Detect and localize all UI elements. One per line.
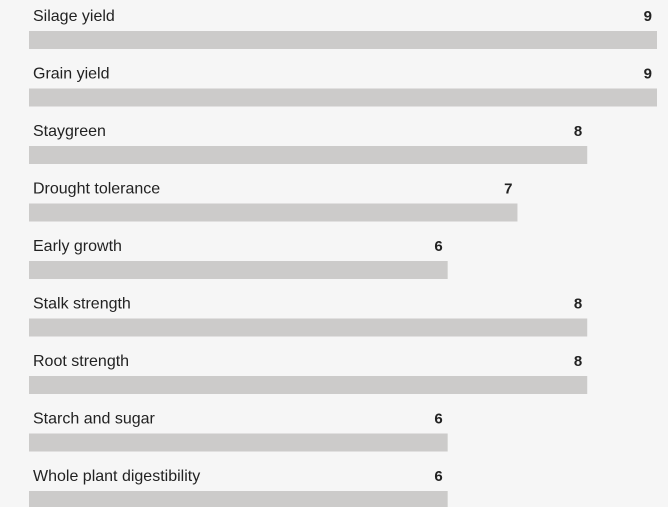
category-label: Early growth <box>33 238 122 255</box>
bar <box>29 433 448 452</box>
value-label: 9 <box>644 8 652 25</box>
bar <box>29 203 518 222</box>
bar <box>29 491 448 507</box>
value-label: 8 <box>574 123 582 140</box>
value-label: 9 <box>644 65 652 82</box>
category-label: Grain yield <box>33 66 109 83</box>
value-label: 6 <box>434 238 442 255</box>
value-label: 8 <box>574 295 582 312</box>
category-label: Whole plant digestibility <box>33 468 200 485</box>
bar <box>29 376 588 394</box>
category-label: Silage yield <box>33 8 115 25</box>
bar <box>29 31 657 49</box>
category-label: Staygreen <box>33 123 106 140</box>
bar <box>29 318 588 337</box>
value-label: 7 <box>504 180 512 197</box>
value-label: 8 <box>574 353 582 370</box>
category-label: Stalk strength <box>33 296 131 313</box>
value-label: 6 <box>434 410 442 427</box>
value-label: 6 <box>434 468 442 485</box>
bar <box>29 261 448 279</box>
category-label: Drought tolerance <box>33 181 160 198</box>
category-label: Root strength <box>33 353 129 370</box>
bar <box>29 88 657 107</box>
category-label: Starch and sugar <box>33 411 156 428</box>
bar <box>29 146 588 164</box>
